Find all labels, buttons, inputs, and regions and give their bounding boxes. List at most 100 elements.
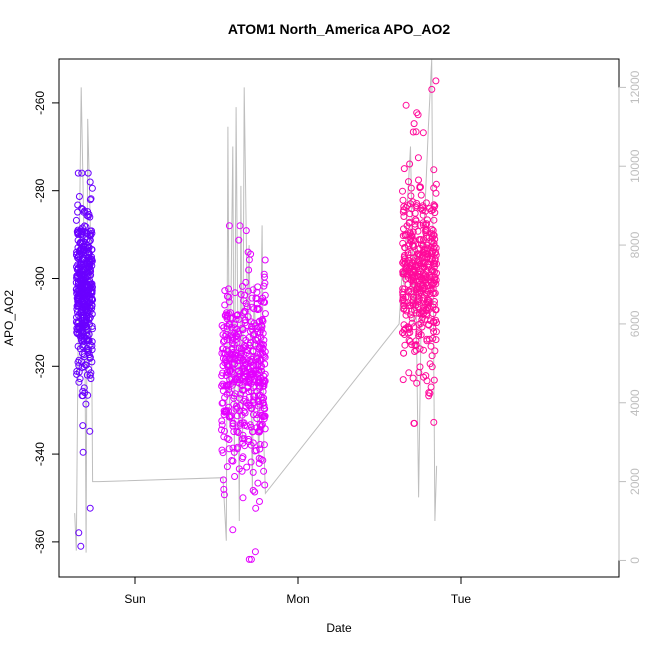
data-point <box>252 446 260 454</box>
data-point <box>74 226 82 234</box>
data-point <box>412 341 420 349</box>
data-point <box>222 372 230 379</box>
data-point <box>79 328 87 336</box>
data-point <box>237 350 245 358</box>
data-point <box>247 404 255 412</box>
data-point <box>84 302 92 310</box>
data-point <box>261 425 269 433</box>
data-point <box>239 431 247 439</box>
data-point <box>219 345 227 353</box>
data-point <box>218 421 226 429</box>
data-point <box>432 189 440 197</box>
data-point <box>83 332 91 340</box>
data-point <box>401 231 409 239</box>
data-point <box>401 341 409 349</box>
data-point <box>404 202 411 210</box>
data-point <box>253 325 261 333</box>
data-point <box>78 392 86 400</box>
data-point <box>246 421 254 429</box>
data-point <box>73 272 81 280</box>
data-point <box>413 286 420 294</box>
data-point <box>432 276 440 284</box>
data-point <box>409 237 417 245</box>
data-point <box>74 308 81 316</box>
y-axis-label: APO_AO2 <box>2 290 16 346</box>
data-point <box>255 366 263 374</box>
data-point <box>223 315 231 323</box>
data-point <box>241 316 249 324</box>
data-point <box>74 342 82 350</box>
data-point <box>249 486 257 494</box>
data-point <box>233 427 241 435</box>
data-point <box>255 305 263 313</box>
data-point <box>419 219 427 227</box>
data-point <box>225 285 233 293</box>
data-point <box>218 426 225 434</box>
data-point <box>86 504 94 512</box>
data-point <box>236 222 244 230</box>
data-point <box>415 369 423 376</box>
x-axis-label: Date <box>326 621 352 635</box>
data-point <box>420 373 428 381</box>
data-point <box>247 250 255 258</box>
data-point <box>241 291 249 299</box>
data-point <box>260 372 268 380</box>
data-point <box>399 376 407 384</box>
data-point <box>76 270 84 278</box>
data-point <box>260 382 268 390</box>
data-point <box>251 340 259 348</box>
data-point <box>419 252 427 260</box>
data-point <box>260 270 268 278</box>
data-point <box>244 383 252 391</box>
data-point <box>429 267 437 275</box>
data-point <box>431 202 439 210</box>
data-point <box>220 491 228 499</box>
data-point <box>399 196 407 204</box>
data-point <box>218 322 226 329</box>
data-point <box>401 255 409 263</box>
data-point <box>402 101 410 109</box>
y-axis: -260 -280 -300 -320 -340 -360 <box>33 91 60 554</box>
data-point <box>226 412 234 420</box>
data-point <box>409 274 417 282</box>
data-point <box>248 374 256 382</box>
data-point <box>228 457 236 464</box>
data-point <box>261 273 268 281</box>
data-point <box>86 196 94 204</box>
data-point <box>89 325 96 333</box>
data-point <box>421 301 429 309</box>
data-point <box>241 319 249 327</box>
data-point <box>228 368 236 376</box>
data-point <box>256 441 264 448</box>
y-tick-label: -360 <box>33 530 47 554</box>
data-point <box>251 392 259 400</box>
data-point <box>415 328 423 336</box>
y-right-tick-label: 8000 <box>628 231 642 258</box>
data-point <box>253 411 261 419</box>
data-point <box>248 303 256 311</box>
data-point <box>225 445 233 453</box>
data-point <box>244 287 252 295</box>
data-point <box>75 295 83 302</box>
data-point <box>417 320 425 327</box>
data-point <box>220 382 228 390</box>
data-point <box>416 236 423 244</box>
data-point <box>234 428 242 436</box>
data-point <box>420 291 428 299</box>
data-point <box>86 353 94 361</box>
data-point <box>254 479 262 487</box>
data-point <box>231 289 239 297</box>
data-point <box>258 393 266 401</box>
data-point <box>220 433 228 441</box>
data-point <box>406 337 414 345</box>
data-point <box>240 344 248 352</box>
data-point <box>220 324 228 332</box>
data-point <box>234 311 242 319</box>
data-point <box>415 176 422 184</box>
data-point <box>413 199 421 207</box>
y-tick-label: -260 <box>33 91 47 115</box>
data-point <box>247 555 255 563</box>
data-point <box>78 239 86 246</box>
data-point <box>222 331 230 339</box>
